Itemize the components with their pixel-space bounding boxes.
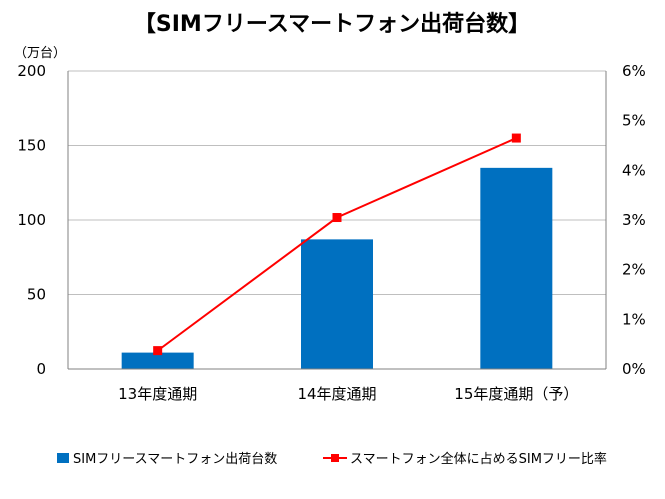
category-labels: 13年度通期 14年度通期 15年度通期（予） [118, 385, 578, 403]
legend-swatch-marker [331, 454, 339, 462]
category-label: 13年度通期 [118, 385, 197, 403]
right-tick-label: 1% [622, 310, 646, 328]
bar [301, 239, 373, 369]
y-axis-unit: （万台） [14, 46, 66, 61]
left-tick-label: 100 [17, 211, 46, 229]
right-tick-label: 0% [622, 360, 646, 378]
right-axis-ticks: 0% 1% 2% 3% 4% 5% 6% [622, 62, 646, 378]
bar-series [121, 167, 553, 369]
bar [480, 167, 553, 369]
right-tick-label: 4% [622, 161, 646, 179]
right-tick-label: 2% [622, 261, 646, 279]
category-label: 15年度通期（予） [454, 385, 578, 403]
legend-label: スマートフォン全体に占めるSIMフリー比率 [350, 451, 607, 467]
chart-title: 【SIMフリースマートフォン出荷台数】 [134, 11, 530, 37]
left-tick-label: 0 [36, 360, 46, 378]
line-series [153, 133, 521, 356]
line-point [153, 346, 163, 356]
right-tick-label: 6% [622, 62, 646, 80]
axes [67, 71, 607, 370]
right-tick-label: 5% [622, 112, 646, 130]
left-tick-label: 150 [17, 137, 46, 155]
line-point [511, 133, 521, 143]
legend-label: SIMフリースマートフォン出荷台数 [73, 452, 277, 467]
legend-swatch-bar [57, 453, 69, 463]
left-axis-ticks: 0 50 100 150 200 [17, 62, 46, 378]
line-point [332, 213, 342, 223]
bar [121, 352, 194, 369]
category-label: 14年度通期 [297, 385, 376, 403]
right-tick-label: 3% [622, 211, 646, 229]
left-tick-label: 200 [17, 62, 46, 80]
left-tick-label: 50 [27, 286, 46, 304]
legend: SIMフリースマートフォン出荷台数 スマートフォン全体に占めるSIMフリー比率 [57, 451, 607, 467]
